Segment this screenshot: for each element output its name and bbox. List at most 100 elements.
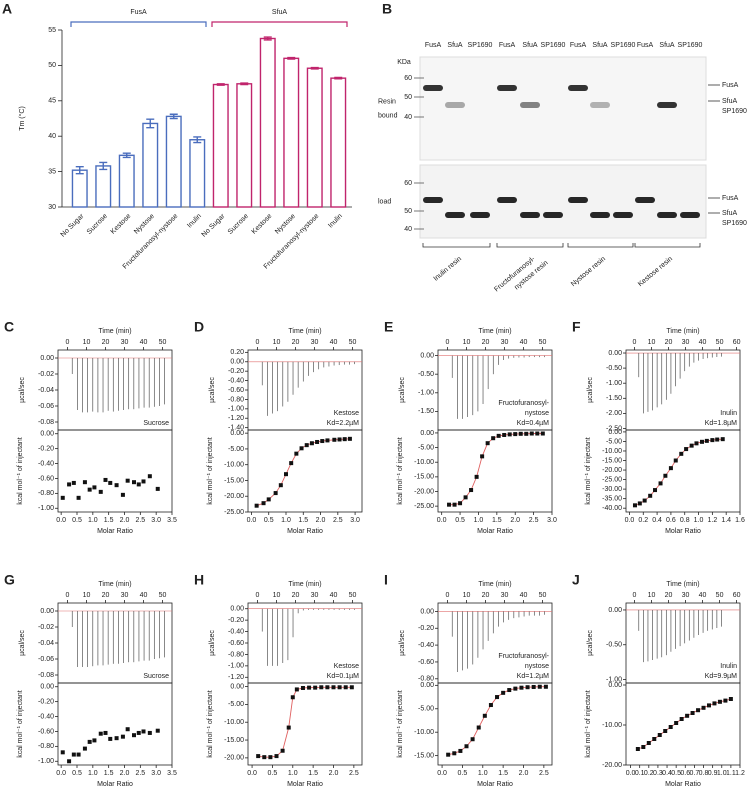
y-tick-label: -0.60 <box>38 728 54 735</box>
x-tick-label: 1.0 <box>288 770 298 777</box>
data-point <box>658 481 663 486</box>
data-point <box>663 473 668 478</box>
band <box>635 197 655 203</box>
legend-label: SfuA <box>272 9 288 16</box>
x-tick-label: 1.2 <box>707 517 717 524</box>
x-tick-label: 2.5 <box>529 517 539 524</box>
y-tick-label: -10.00 <box>224 719 244 726</box>
x-tick-label: 50 <box>349 592 357 599</box>
y-tick-label: -0.80 <box>228 396 244 403</box>
band <box>497 85 517 91</box>
x-tick-label: 3.0 <box>350 517 360 524</box>
y-tick-label: -5.00 <box>228 701 244 708</box>
y-tick-label: 45 <box>48 98 56 105</box>
error-bar <box>75 165 84 175</box>
x-tick-label: 30 <box>501 592 509 599</box>
y-tick-label: -15.00 <box>414 752 434 759</box>
x-tick-label: 0.7 <box>690 770 700 777</box>
x-tick-label: Inulin <box>186 213 203 230</box>
y-tick-label: 0.00 <box>608 682 622 689</box>
y-tick-label: -1.00 <box>228 406 244 413</box>
data-point <box>286 725 291 730</box>
y-tick-label: 0.00 <box>40 608 54 615</box>
data-point <box>482 713 487 718</box>
gel-image <box>419 164 707 239</box>
resin-label: Inulin resin <box>433 256 464 283</box>
panel-label: I <box>384 572 388 588</box>
plot-frame <box>57 682 173 766</box>
band <box>470 212 490 218</box>
lane-label: SP1690 <box>611 42 636 49</box>
bar <box>142 122 159 208</box>
x-tick-label: Inulin <box>327 213 344 230</box>
band <box>568 85 588 91</box>
y-tick-label: -0.08 <box>38 419 54 426</box>
x-tick-label: 40 <box>699 339 707 346</box>
data-point <box>87 487 92 492</box>
row-label: Resin <box>378 98 396 105</box>
bar <box>306 67 323 208</box>
lane-label: FusA <box>499 42 516 49</box>
data-point <box>635 747 640 751</box>
y-tick-label: 0.00 <box>608 607 622 614</box>
y-tick-label: 0.00 <box>420 608 434 615</box>
y-tick-label: -0.60 <box>228 387 244 394</box>
data-point <box>458 501 463 506</box>
x-tick-label: 2.0 <box>120 770 130 777</box>
x-tick-label: 50 <box>539 339 547 346</box>
x-axis-title: Molar Ratio <box>477 781 513 788</box>
x-tick-label: 60 <box>733 592 741 599</box>
x-tick-label: 3.0 <box>151 770 161 777</box>
x-tick-label: 10 <box>273 592 281 599</box>
x-tick-label: 0.0 <box>437 770 447 777</box>
data-point <box>108 736 113 741</box>
y-tick-label: -0.20 <box>228 368 244 375</box>
legend-bracket <box>70 21 207 27</box>
y-axis-title: µcal/sec <box>19 377 26 403</box>
data-point <box>447 502 452 507</box>
data-point <box>325 685 330 690</box>
data-point <box>125 478 130 483</box>
data-point <box>663 729 668 733</box>
data-point <box>278 483 283 488</box>
x-tick-label: 1.5 <box>104 770 114 777</box>
x-axis-title: Time (min) <box>666 328 699 335</box>
x-tick-label: 0.5 <box>455 517 465 524</box>
y-tick-label: 0.20 <box>230 349 244 356</box>
data-point <box>155 728 160 733</box>
resin-bracket <box>422 243 491 248</box>
x-tick-label: 0.5 <box>72 517 82 524</box>
y-tick-label: -0.60 <box>228 640 244 647</box>
x-tick-label: 2.5 <box>539 770 549 777</box>
data-point <box>704 438 709 443</box>
x-axis-title: Molar Ratio <box>287 781 323 788</box>
data-point <box>531 684 536 689</box>
y-tick-label: 50 <box>48 62 56 69</box>
data-point <box>294 451 299 456</box>
data-point <box>280 748 285 753</box>
x-tick-label: 40 <box>140 592 148 599</box>
y-tick-label: 0.00 <box>230 430 244 437</box>
marker-label: 60 <box>404 75 412 82</box>
x-tick-label: 50 <box>159 339 167 346</box>
band <box>445 212 465 218</box>
x-tick-label: 2.5 <box>349 770 359 777</box>
y-tick-label: 0.00 <box>420 682 434 689</box>
panel-label: D <box>194 319 204 335</box>
y-tick-label: -10.00 <box>414 459 434 466</box>
row-label: bound <box>378 112 398 119</box>
y-axis-title: Tm (°C) <box>18 106 26 131</box>
x-tick-label: 3.0 <box>151 517 161 524</box>
x-tick-label: 10 <box>83 339 91 346</box>
x-tick-label: 0.0 <box>625 517 635 524</box>
x-tick-label: 2.0 <box>120 517 130 524</box>
y-axis-title: µcal/sec <box>399 377 406 403</box>
band <box>520 212 540 218</box>
x-axis-title: Molar Ratio <box>287 528 323 535</box>
x-tick-label: 50 <box>716 339 724 346</box>
y-axis-title: µcal/sec <box>587 630 594 656</box>
x-tick-label: 20 <box>102 339 110 346</box>
error-bar <box>287 56 296 60</box>
y-axis-title: kcal mol⁻¹ of injectant <box>397 437 404 505</box>
y-tick-label: -0.40 <box>228 628 244 635</box>
